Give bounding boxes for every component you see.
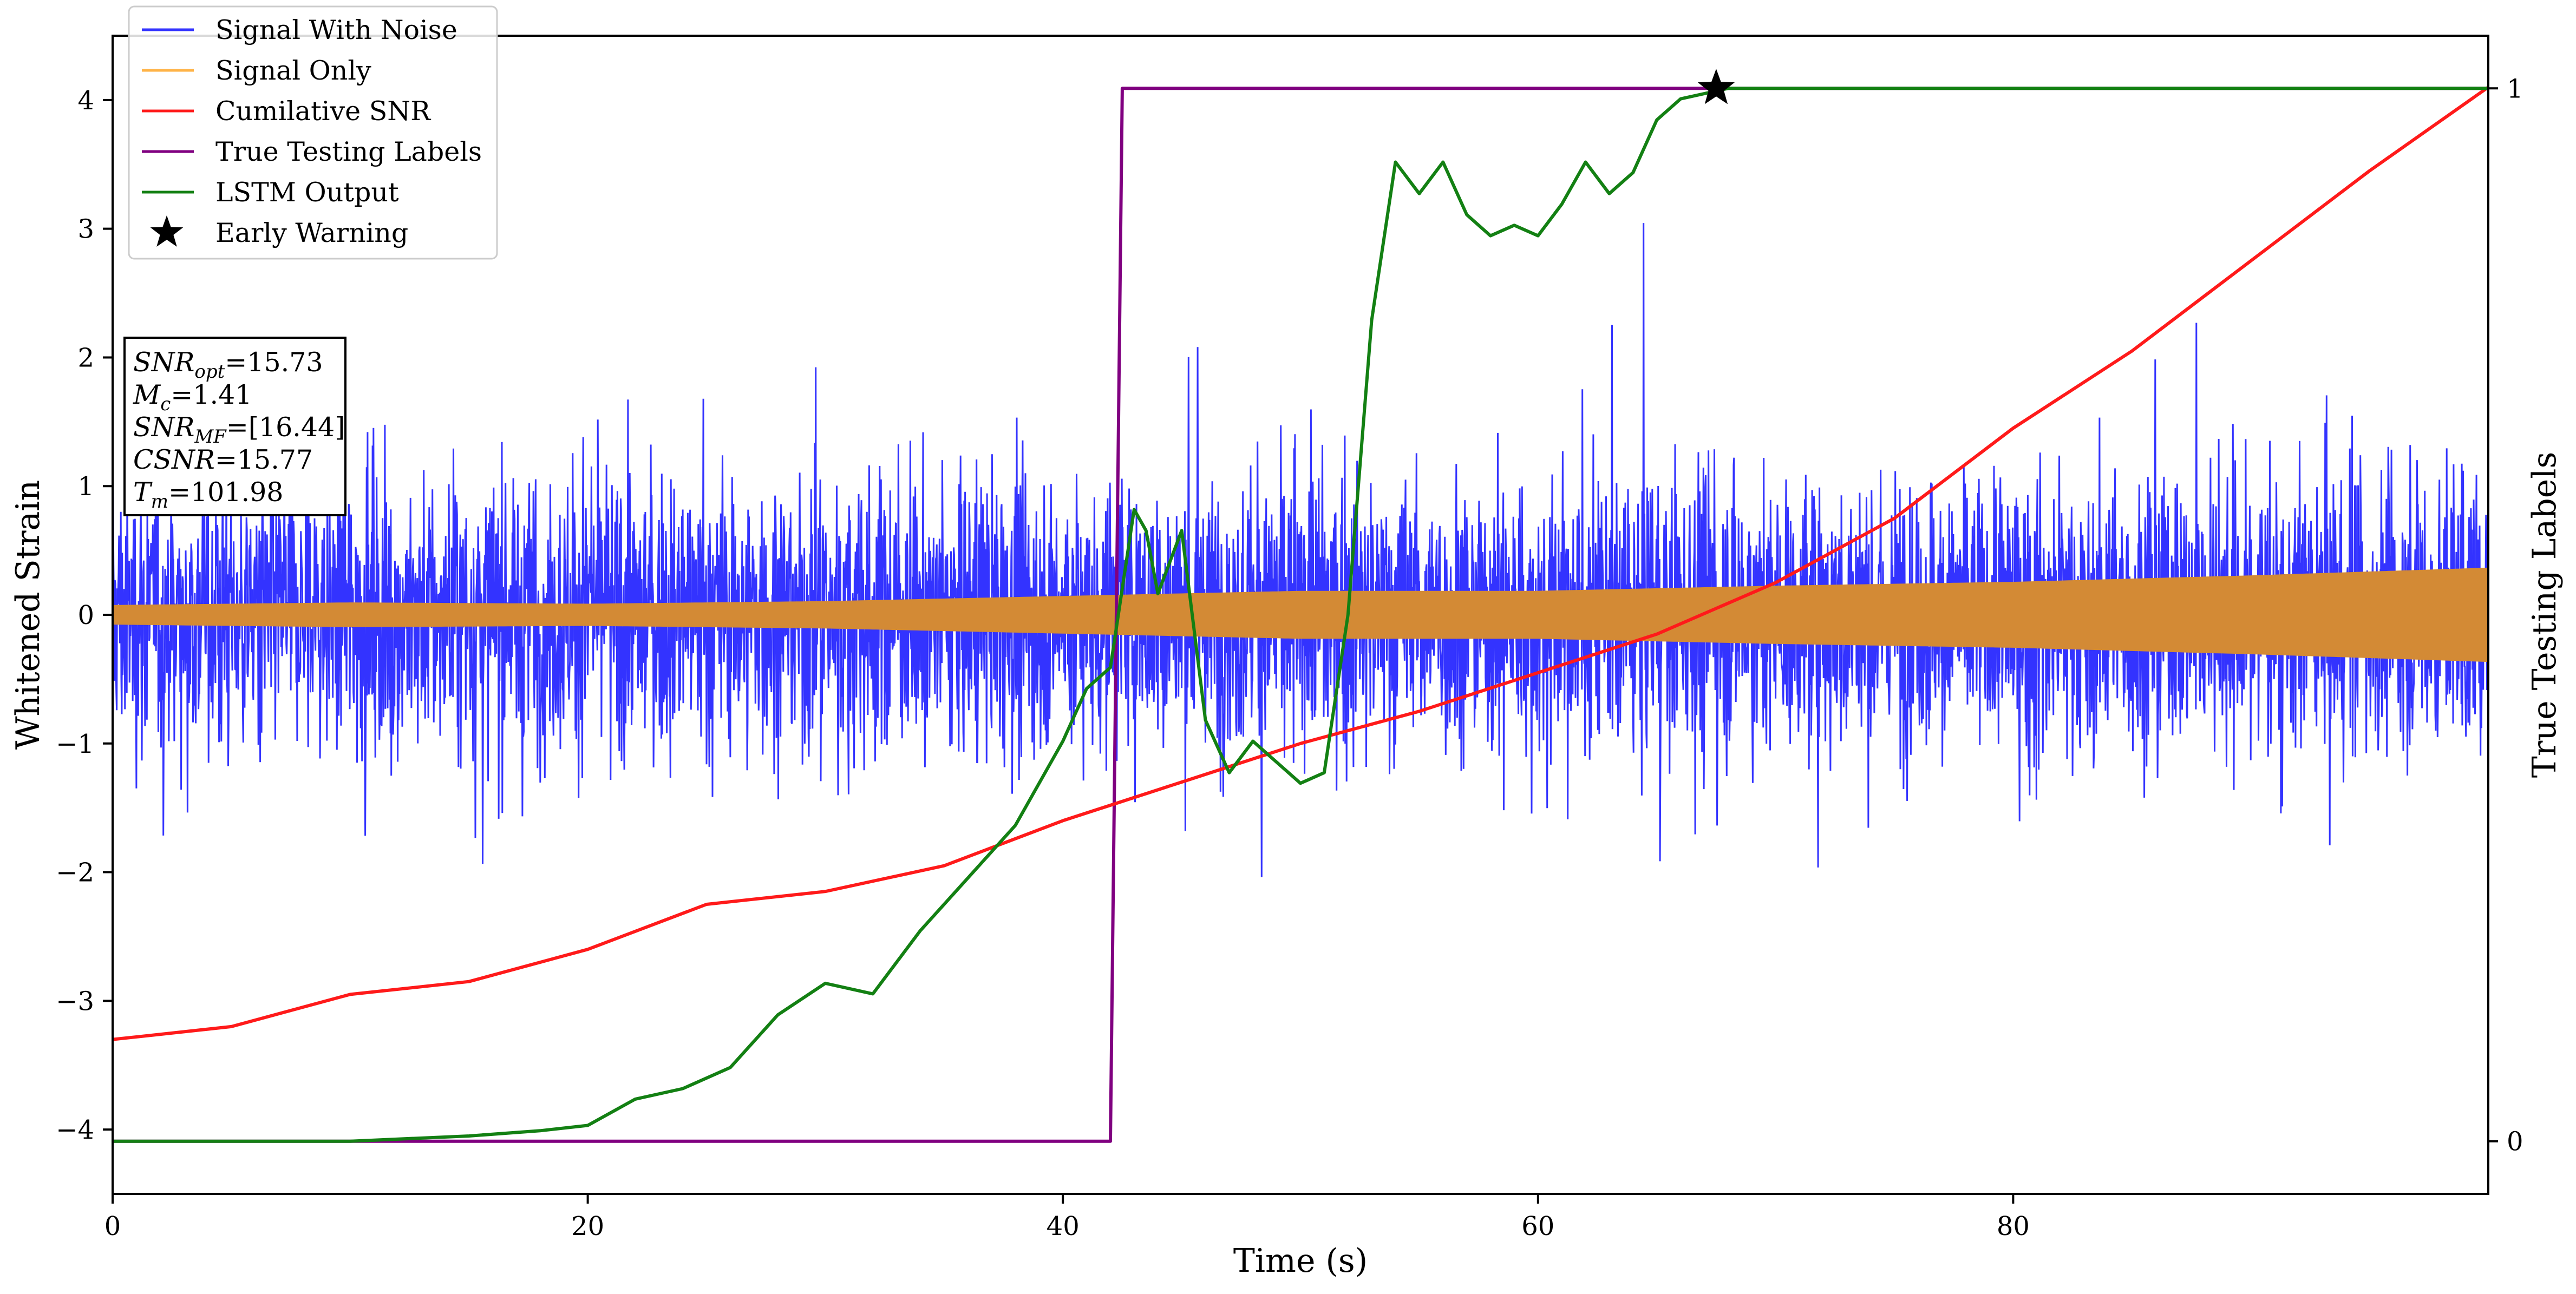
y-tick-label: 1	[77, 471, 94, 502]
legend-label: True Testing Labels	[215, 136, 482, 167]
legend-box	[128, 5, 498, 260]
x-tick-label: 0	[104, 1211, 121, 1242]
x-tick-label: 40	[1047, 1211, 1080, 1242]
x-axis-ticks: 0 20 40 60 80	[104, 1194, 2030, 1242]
legend: Signal With Noise Signal Only Cumilative S…	[128, 5, 498, 260]
info-line: Mc=1.41	[133, 379, 252, 415]
legend-label: Early Warning	[215, 218, 408, 248]
info-line: SNRMF=[16.44]	[133, 412, 345, 448]
cumulative-snr-line	[113, 86, 2488, 1041]
legend-label: LSTM Output	[215, 177, 399, 208]
y-axis-right-ticks: 01	[2488, 74, 2523, 1157]
signal-with-noise-line	[113, 223, 2488, 877]
x-axis-title: Time (s)	[1233, 1242, 1368, 1280]
x-tick-label: 20	[571, 1211, 604, 1242]
y-tick-label: −1	[56, 729, 94, 759]
info-box: SNRopt=15.73Mc=1.41SNRMF=[16.44]CSNR=15.…	[123, 337, 346, 516]
y-axis-ticks: −4 −3 −2 −1 0 1 2 3 4	[56, 86, 113, 1145]
lstm-output-line	[113, 87, 2488, 1143]
y-right-tick-label: 1	[2507, 74, 2523, 104]
y-tick-label: 2	[77, 343, 94, 373]
y-tick-label: −4	[56, 1115, 94, 1145]
legend-label: Cumilative SNR	[215, 96, 431, 127]
signal-only-series	[113, 567, 2488, 662]
y-tick-label: −3	[56, 986, 94, 1016]
y-tick-label: −2	[56, 858, 94, 888]
y-tick-label: 3	[77, 214, 94, 245]
y-axis-right-title: True Testing Labels	[2526, 452, 2564, 778]
y-tick-label: 4	[77, 86, 94, 116]
legend-star-icon	[150, 215, 184, 247]
legend-label: Signal With Noise	[215, 15, 457, 45]
info-box-frame	[123, 337, 346, 516]
signal-only-band	[113, 567, 2488, 662]
x-tick-label: 80	[1997, 1211, 2030, 1242]
signal-with-noise-series	[113, 223, 2488, 877]
info-line: SNRopt=15.73	[133, 347, 323, 383]
y-right-tick-label: 0	[2507, 1127, 2523, 1157]
legend-label: Signal Only	[215, 55, 371, 86]
x-tick-label: 60	[1521, 1211, 1554, 1242]
y-axis-title: Whitened Strain	[9, 480, 47, 750]
series-lines	[113, 86, 2488, 1143]
info-line: CSNR=15.77	[133, 444, 313, 475]
y-tick-label: 0	[77, 600, 94, 630]
early-warning-marker	[1697, 69, 1735, 104]
info-line: Tm=101.98	[133, 477, 283, 513]
